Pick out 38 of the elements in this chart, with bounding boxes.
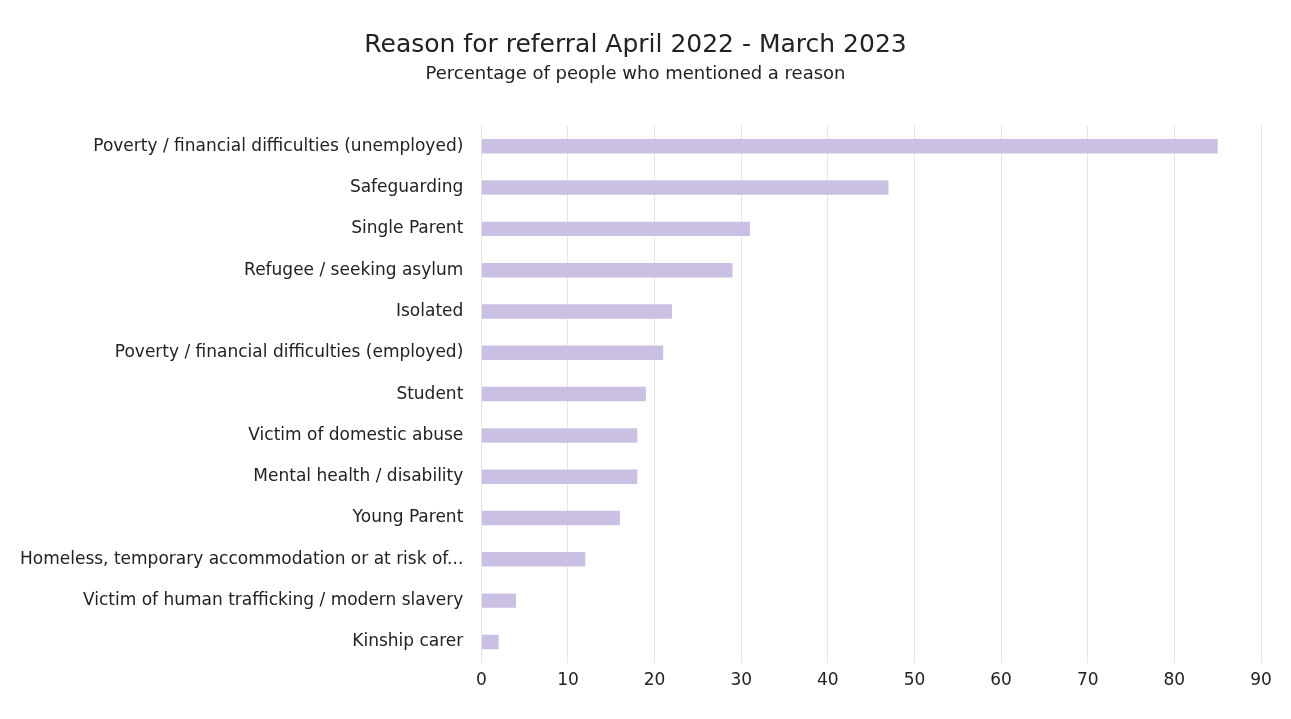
y-tick-label: Student bbox=[396, 382, 464, 403]
bar bbox=[481, 634, 499, 650]
chart-title: Reason for referral April 2022 - March 2023 bbox=[364, 28, 907, 58]
y-tick-label: Young Parent bbox=[351, 506, 464, 527]
x-tick-label: 60 bbox=[990, 669, 1012, 690]
bar bbox=[481, 262, 733, 278]
bar bbox=[481, 345, 664, 361]
y-tick-label: Isolated bbox=[395, 299, 464, 320]
bar bbox=[481, 552, 586, 567]
y-tick-label: Refugee / seeking asylum bbox=[244, 258, 464, 279]
y-tick-label: Homeless, temporary accommodation or at risk of... bbox=[20, 547, 464, 568]
y-tick-label: Mental health / disability bbox=[253, 465, 464, 486]
y-tick-label: Poverty / financial difficulties (unemployed) bbox=[93, 134, 464, 155]
chart-subtitle: Percentage of people who mentioned a reason bbox=[425, 62, 846, 84]
x-tick-label: 80 bbox=[1163, 669, 1186, 690]
y-tick-label: Poverty / financial difficulties (employed) bbox=[114, 341, 464, 362]
bar bbox=[481, 593, 516, 608]
bar bbox=[481, 221, 750, 237]
bar bbox=[481, 304, 672, 319]
bar bbox=[481, 180, 889, 195]
bar bbox=[481, 510, 620, 526]
bar bbox=[481, 139, 1218, 154]
x-tick-label: 40 bbox=[817, 669, 839, 690]
y-tick-label: Victim of domestic abuse bbox=[248, 423, 464, 444]
y-tick-label: Safeguarding bbox=[349, 175, 464, 196]
x-tick-label: 20 bbox=[643, 669, 666, 690]
bar bbox=[481, 469, 638, 484]
y-tick-label: Single Parent bbox=[351, 217, 464, 238]
x-tick-label: 50 bbox=[903, 669, 926, 690]
x-tick-label: 30 bbox=[730, 669, 753, 690]
x-tick-label: 70 bbox=[1076, 669, 1099, 690]
y-tick-label: Kinship carer bbox=[352, 630, 464, 651]
bar bbox=[481, 386, 646, 402]
x-tick-label: 90 bbox=[1250, 669, 1272, 690]
x-tick-label: 10 bbox=[557, 669, 579, 690]
y-tick-label: Victim of human trafficking / modern slavery bbox=[82, 589, 464, 610]
x-tick-label: 0 bbox=[475, 669, 487, 690]
bar bbox=[481, 428, 638, 443]
